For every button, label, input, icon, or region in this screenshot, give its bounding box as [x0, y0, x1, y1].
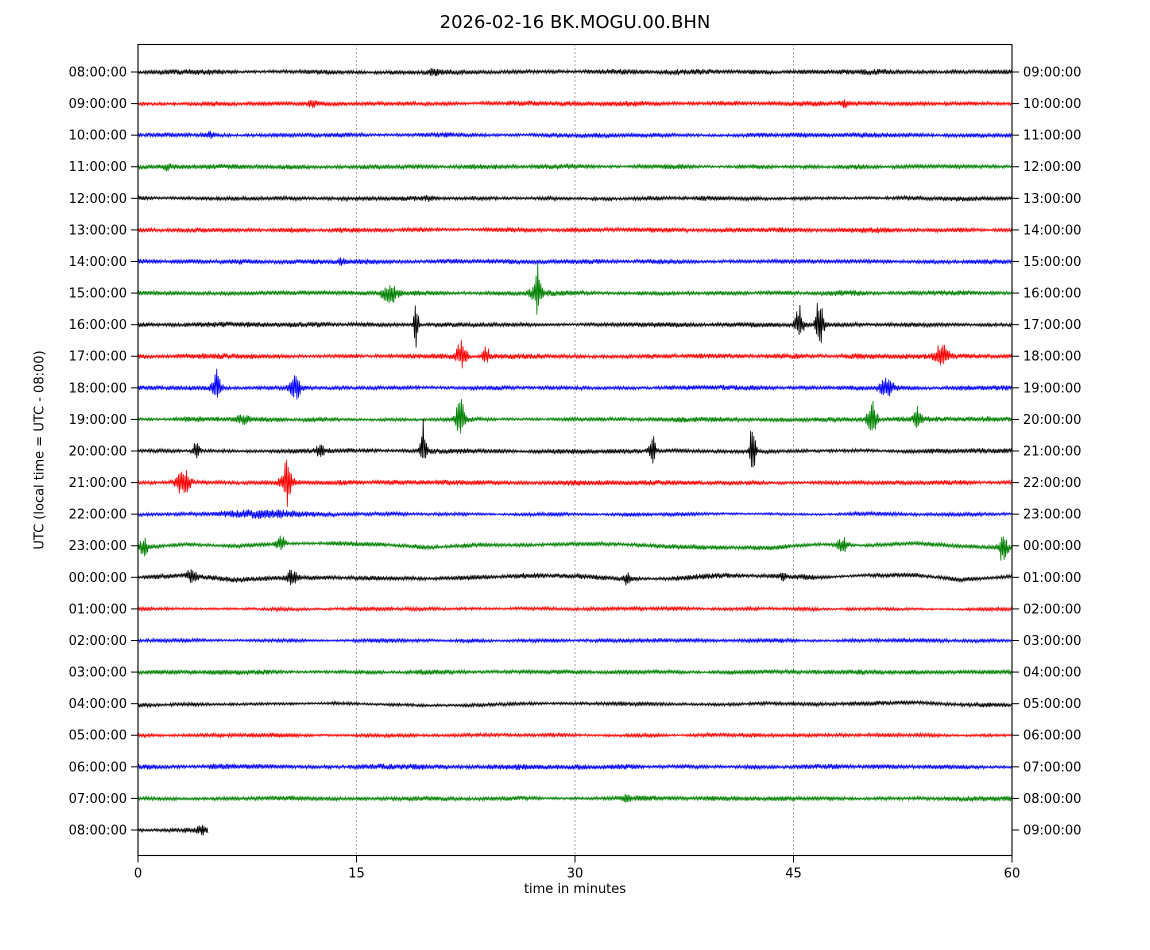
x-tick-label: 15	[348, 867, 365, 882]
y-tick-label-right: 17:00:00	[1023, 318, 1081, 333]
y-tick-label-right: 01:00:00	[1023, 571, 1081, 586]
trace-row-230000	[138, 535, 1012, 561]
y-tick-label-right: 07:00:00	[1023, 760, 1081, 775]
trace-row-160000	[138, 302, 1012, 348]
y-tick-label-left: 21:00:00	[69, 476, 127, 491]
trace-row-140000	[138, 257, 1012, 266]
y-tick-label-left: 12:00:00	[69, 192, 127, 207]
trace-row-080000	[138, 824, 209, 836]
plot-title: 2026-02-16 BK.MOGU.00.BHN	[439, 12, 711, 33]
trace-row-020000	[138, 636, 1012, 645]
y-tick-label-left: 04:00:00	[69, 697, 127, 712]
trace-row-040000	[138, 699, 1012, 709]
trace-row-120000	[138, 194, 1012, 203]
trace-row-060000	[138, 763, 1012, 771]
y-tick-label-right: 23:00:00	[1023, 508, 1081, 523]
y-tick-label-right: 15:00:00	[1023, 255, 1081, 270]
y-tick-label-left: 20:00:00	[69, 444, 127, 459]
y-tick-label-right: 20:00:00	[1023, 413, 1081, 428]
trace-row-050000	[138, 731, 1012, 740]
y-tick-label-left: 15:00:00	[69, 287, 127, 302]
trace-row-190000	[138, 398, 1012, 434]
trace-row-030000	[138, 668, 1012, 676]
y-tick-label-right: 12:00:00	[1023, 160, 1081, 175]
y-tick-label-left: 17:00:00	[69, 350, 127, 365]
y-tick-label-left: 06:00:00	[69, 760, 127, 775]
trace-row-100000	[138, 130, 1012, 139]
trace-row-180000	[138, 368, 1012, 400]
trace-row-070000	[138, 793, 1012, 803]
trace-row-170000	[138, 340, 1012, 369]
y-tick-label-right: 00:00:00	[1023, 539, 1081, 554]
trace-row-090000	[138, 99, 1012, 109]
y-tick-label-left: 02:00:00	[69, 634, 127, 649]
y-tick-label-left: 03:00:00	[69, 666, 127, 681]
y-tick-label-left: 11:00:00	[69, 160, 127, 175]
y-tick-label-left: 14:00:00	[69, 255, 127, 270]
y-tick-label-left: 16:00:00	[69, 318, 127, 333]
y-tick-label-right: 22:00:00	[1023, 476, 1081, 491]
x-tick-label: 60	[1004, 867, 1021, 882]
y-tick-label-right: 06:00:00	[1023, 729, 1081, 744]
trace-row-110000	[138, 163, 1012, 172]
y-tick-label-left: 07:00:00	[69, 792, 127, 807]
y-tick-label-left: 18:00:00	[69, 381, 127, 396]
y-tick-label-right: 18:00:00	[1023, 350, 1081, 365]
x-tick-label: 30	[567, 867, 584, 882]
x-tick-label: 45	[785, 867, 802, 882]
y-tick-label-right: 11:00:00	[1023, 129, 1081, 144]
y-tick-label-right: 19:00:00	[1023, 381, 1081, 396]
y-tick-label-left: 00:00:00	[69, 571, 127, 586]
trace-row-210000	[138, 459, 1012, 507]
trace-row-000000	[138, 569, 1012, 586]
y-tick-label-right: 08:00:00	[1023, 792, 1081, 807]
y-tick-label-left: 08:00:00	[69, 66, 127, 81]
y-tick-label-right: 03:00:00	[1023, 634, 1081, 649]
y-tick-label-right: 04:00:00	[1023, 666, 1081, 681]
y-tick-label-right: 13:00:00	[1023, 192, 1081, 207]
y-tick-label-left: 05:00:00	[69, 729, 127, 744]
trace-row-080000	[138, 68, 1012, 77]
y-tick-label-left: 01:00:00	[69, 602, 127, 617]
y-tick-label-right: 14:00:00	[1023, 223, 1081, 238]
y-tick-label-left: 22:00:00	[69, 508, 127, 523]
trace-row-220000	[138, 509, 1012, 519]
y-tick-label-right: 21:00:00	[1023, 444, 1081, 459]
y-tick-label-right: 09:00:00	[1023, 823, 1081, 838]
y-tick-label-right: 02:00:00	[1023, 602, 1081, 617]
trace-row-130000	[138, 226, 1012, 234]
y-tick-label-left: 13:00:00	[69, 223, 127, 238]
y-tick-label-right: 10:00:00	[1023, 97, 1081, 112]
y-tick-label-right: 09:00:00	[1023, 66, 1081, 81]
y-tick-label-left: 10:00:00	[69, 129, 127, 144]
x-tick-label: 0	[134, 867, 142, 882]
trace-row-150000	[138, 262, 1012, 315]
y-tick-label-left: 09:00:00	[69, 97, 127, 112]
y-tick-label-right: 16:00:00	[1023, 287, 1081, 302]
y-tick-label-right: 05:00:00	[1023, 697, 1081, 712]
traces-group	[138, 68, 1012, 836]
y-tick-label-left: 19:00:00	[69, 413, 127, 428]
x-axis-label: time in minutes	[523, 882, 627, 897]
trace-row-200000	[138, 418, 1012, 468]
y-tick-label-left: 08:00:00	[69, 823, 127, 838]
y-tick-label-left: 23:00:00	[69, 539, 127, 554]
trace-row-010000	[138, 605, 1012, 613]
